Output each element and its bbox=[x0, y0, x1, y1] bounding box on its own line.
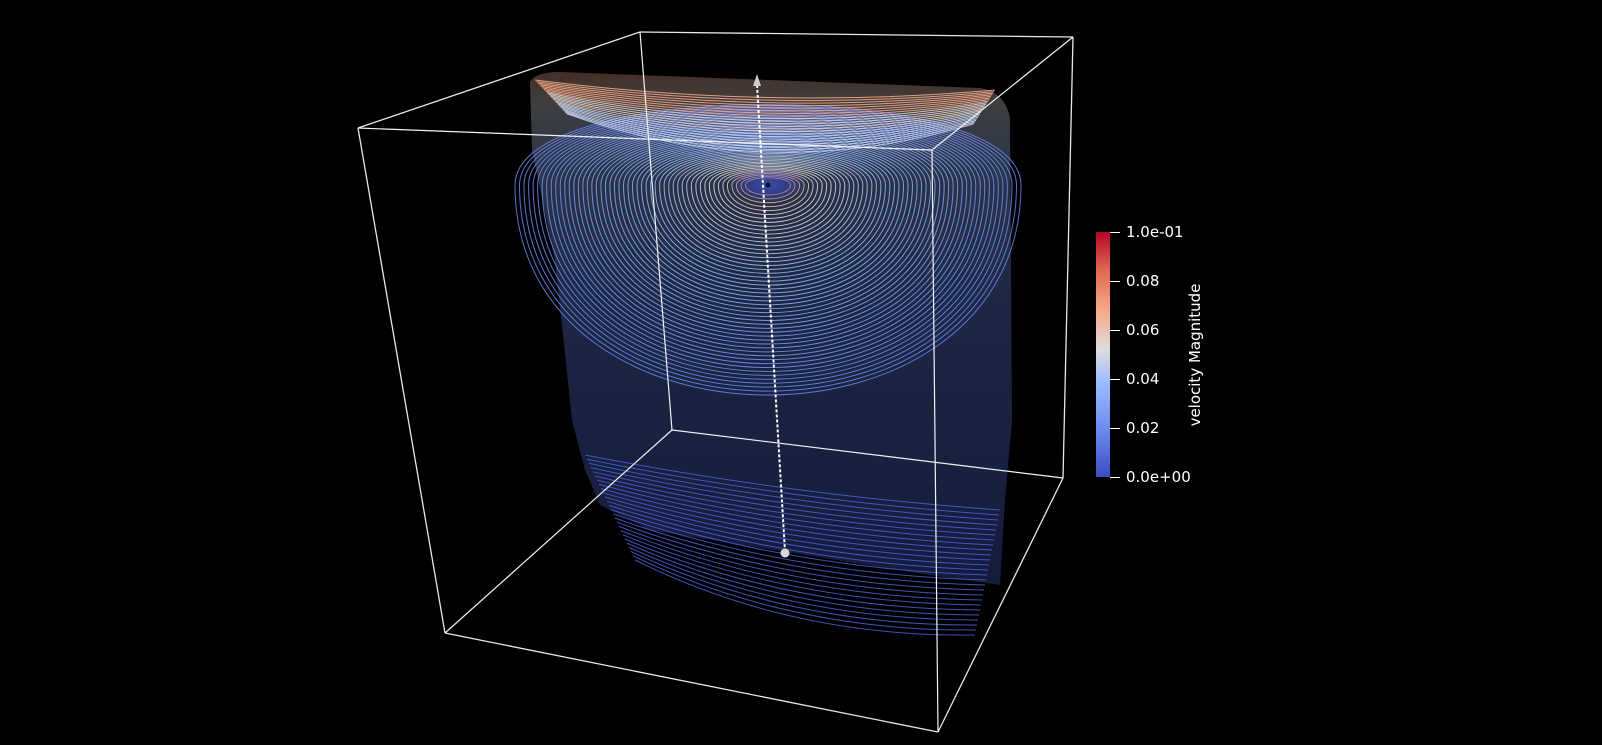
streamline bbox=[564, 119, 972, 353]
streamline bbox=[550, 115, 986, 364]
streamline bbox=[598, 483, 994, 546]
streamline bbox=[632, 141, 905, 294]
streamline bbox=[668, 153, 868, 262]
streamline bbox=[632, 555, 977, 631]
streamline bbox=[551, 97, 985, 127]
vortex-center bbox=[765, 182, 771, 188]
streamline bbox=[563, 109, 977, 148]
streamline bbox=[624, 538, 981, 611]
streamline bbox=[549, 95, 986, 125]
streamline bbox=[566, 113, 975, 153]
streamline bbox=[650, 147, 886, 278]
streamline bbox=[704, 164, 832, 231]
colorbar-gradient bbox=[1096, 232, 1110, 477]
colorbar-tick-label: 1.0e-01 bbox=[1126, 223, 1184, 241]
seed-line-bottom-handle-icon bbox=[780, 548, 790, 558]
streamline bbox=[618, 525, 984, 596]
streamline bbox=[663, 151, 873, 266]
streamline bbox=[699, 162, 837, 235]
streamline bbox=[600, 488, 993, 551]
streamline bbox=[546, 92, 988, 120]
streamline bbox=[604, 496, 991, 561]
streamline bbox=[552, 98, 984, 130]
streamline bbox=[686, 158, 850, 247]
streamline bbox=[677, 155, 859, 255]
colorbar-title: velocity Magnitude bbox=[1186, 283, 1204, 427]
streamline bbox=[623, 138, 914, 302]
streamline bbox=[528, 108, 1008, 384]
colorbar-tick bbox=[1110, 280, 1120, 282]
colorbar-tick bbox=[1110, 427, 1120, 429]
streamline bbox=[614, 517, 986, 586]
colorbar-tick-label: 0.0e+00 bbox=[1126, 468, 1191, 486]
streamline bbox=[592, 471, 997, 531]
streamline bbox=[626, 542, 980, 616]
streamline bbox=[627, 139, 909, 298]
streamline bbox=[636, 142, 900, 290]
streamline bbox=[546, 114, 990, 368]
streamline bbox=[713, 167, 823, 223]
streamline bbox=[555, 101, 982, 135]
seed-line bbox=[753, 74, 790, 558]
streamline bbox=[620, 530, 983, 601]
bounding-box-front-edges bbox=[357, 31, 1074, 733]
streamline bbox=[564, 111, 976, 151]
streamline bbox=[659, 150, 877, 270]
streamline bbox=[536, 81, 995, 102]
streamline bbox=[628, 546, 979, 621]
streamline bbox=[672, 154, 864, 259]
streamline bbox=[681, 157, 855, 251]
streamline bbox=[622, 534, 982, 606]
streamline bbox=[545, 90, 989, 117]
streamline bbox=[690, 160, 846, 243]
streamline bbox=[555, 117, 981, 361]
streamline bbox=[695, 161, 841, 239]
streamline bbox=[608, 504, 989, 571]
streamline bbox=[586, 458, 1000, 516]
streamline bbox=[630, 551, 978, 626]
colorbar-tick-label: 0.02 bbox=[1126, 419, 1160, 437]
colorbar-tick bbox=[1110, 476, 1120, 478]
streamline bbox=[532, 109, 1004, 380]
streamline bbox=[610, 509, 988, 576]
colorbar-tick bbox=[1110, 378, 1120, 380]
streamline bbox=[616, 521, 985, 591]
streamline bbox=[577, 124, 959, 341]
colorbar-tick-label: 0.04 bbox=[1126, 370, 1160, 388]
colorbar-tick bbox=[1110, 329, 1120, 331]
streamline bbox=[594, 475, 996, 536]
streamline bbox=[588, 462, 999, 521]
streamline bbox=[634, 559, 976, 636]
streamline bbox=[558, 105, 980, 140]
streamlines bbox=[514, 72, 1022, 636]
streamline bbox=[604, 132, 932, 318]
streamline bbox=[539, 84, 993, 107]
streamline bbox=[573, 122, 963, 345]
streamline bbox=[519, 105, 1018, 392]
streamline bbox=[602, 492, 992, 556]
seed-line-top-handle-icon bbox=[753, 74, 761, 86]
colorbar-tick-label: 0.06 bbox=[1126, 321, 1160, 339]
streamline bbox=[542, 87, 991, 112]
streamline bbox=[654, 148, 882, 274]
streamline bbox=[537, 82, 994, 104]
colorbar-tick-label: 0.08 bbox=[1126, 272, 1160, 290]
streamline bbox=[584, 454, 1001, 511]
streamline bbox=[543, 89, 990, 114]
streamline bbox=[554, 100, 983, 132]
colorbar-tick bbox=[1110, 231, 1120, 233]
streamline bbox=[540, 85, 992, 109]
bounding-box-outline bbox=[357, 31, 1074, 733]
streamline bbox=[534, 79, 996, 99]
streamline bbox=[590, 467, 998, 526]
streamline bbox=[596, 479, 995, 541]
streamline bbox=[560, 106, 979, 143]
streamline bbox=[612, 513, 987, 581]
scalar-bar-legend: 1.0e-01 0.08 0.06 0.04 0.02 0.0e+00 bbox=[1096, 223, 1226, 486]
streamline bbox=[645, 145, 891, 282]
streamline bbox=[708, 165, 828, 227]
streamline bbox=[548, 93, 987, 122]
streamline bbox=[557, 103, 981, 138]
